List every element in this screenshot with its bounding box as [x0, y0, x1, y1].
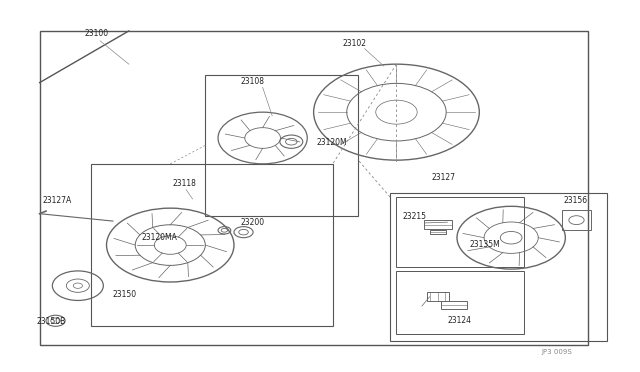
Bar [396, 271, 524, 334]
Bar [562, 210, 591, 230]
Text: 23120M: 23120M [317, 138, 348, 147]
Text: 23150: 23150 [113, 290, 137, 299]
Bar [205, 75, 358, 215]
Bar [40, 31, 588, 345]
Bar [430, 230, 446, 234]
Text: 23124: 23124 [447, 315, 472, 325]
Text: 23150B: 23150B [36, 317, 66, 327]
Text: 23118: 23118 [172, 179, 196, 188]
Text: 23156: 23156 [563, 196, 588, 205]
Bar [91, 164, 333, 326]
Bar [390, 193, 607, 341]
Text: 23120MA: 23120MA [141, 232, 177, 241]
Text: 23102: 23102 [342, 39, 366, 48]
Text: JP3 009S: JP3 009S [541, 349, 572, 355]
Text: 23127: 23127 [431, 173, 456, 182]
Text: 23200: 23200 [241, 218, 264, 227]
Bar [441, 301, 467, 309]
Text: 23127A: 23127A [43, 196, 72, 205]
Bar [396, 197, 524, 267]
Bar [427, 292, 449, 301]
Text: 23135M: 23135M [470, 240, 500, 249]
Bar [424, 220, 452, 230]
Text: 23215: 23215 [403, 212, 427, 221]
Text: 23100: 23100 [84, 29, 108, 38]
Text: 23108: 23108 [241, 77, 264, 86]
